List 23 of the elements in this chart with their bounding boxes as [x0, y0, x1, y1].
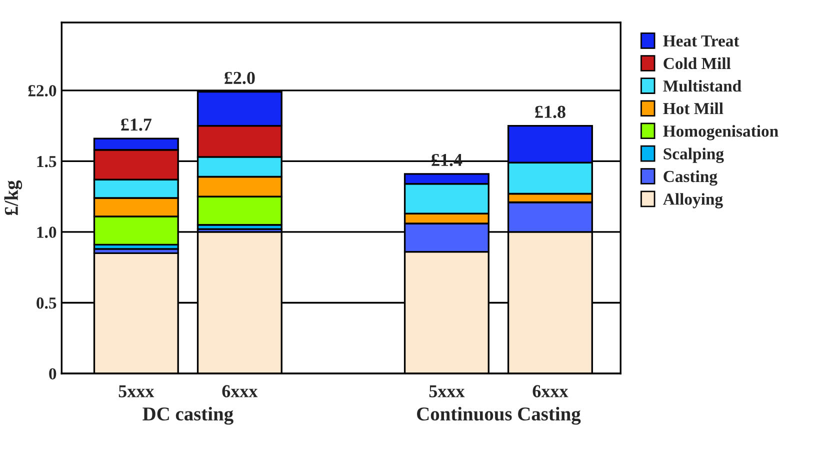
legend-label: Multistand [663, 80, 742, 92]
x-tick-label: 6xxx [222, 385, 258, 398]
legend-label: Scalping [664, 148, 724, 163]
y-tick-label: 1.0 [37, 226, 56, 238]
x-tick-label: 5xxx [118, 385, 154, 398]
total-label: £1.7 [121, 118, 152, 131]
legend-label: Hot Mill [663, 102, 724, 114]
total-label: £2.0 [224, 72, 255, 84]
legend-label: Alloying [663, 193, 723, 208]
text: Continuous Casting [417, 406, 581, 425]
x-tick-label: 5xxx [429, 385, 465, 398]
y-axis-title: £/kg [4, 180, 22, 216]
y-tick-label: 0 [49, 368, 56, 380]
y-tick-label: £2.0 [28, 85, 56, 96]
x-tick-label: 6xxx [532, 385, 568, 398]
y-tick-label: 0.5 [36, 297, 56, 309]
legend-label: Cold Mill [664, 57, 731, 70]
y-tick-label: 1.5 [37, 156, 56, 168]
text: DC casting [142, 406, 234, 425]
legend-label: Homogenisation [663, 125, 778, 140]
legend-label: Heat Treat [663, 35, 740, 47]
total-label: £1.8 [535, 106, 566, 118]
legend-label: Casting [664, 170, 718, 186]
